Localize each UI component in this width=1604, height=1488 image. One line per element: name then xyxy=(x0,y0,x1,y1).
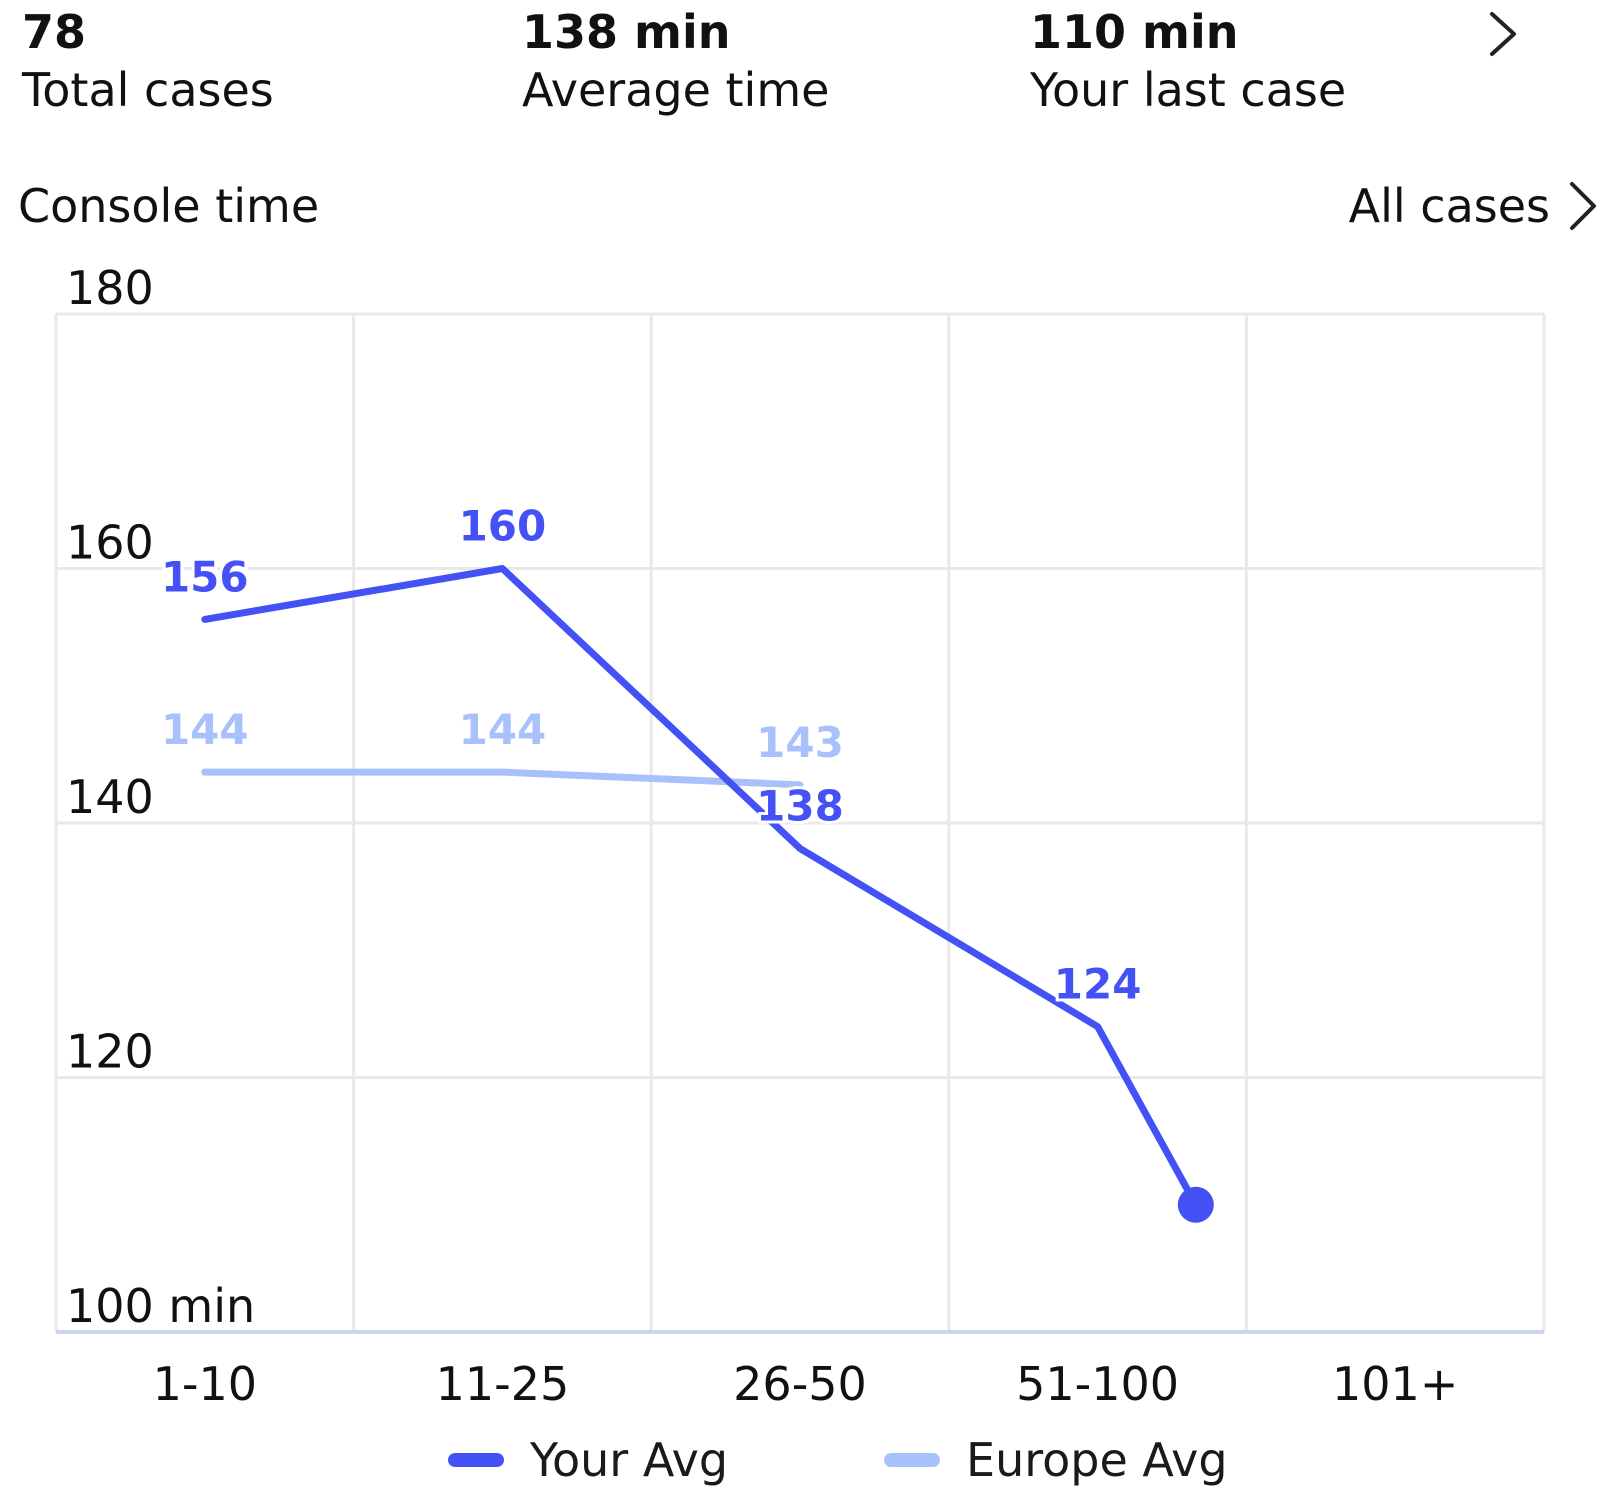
legend-swatch xyxy=(448,1453,504,1467)
chevron-right-icon xyxy=(1570,182,1596,230)
data-point-marker xyxy=(1177,1186,1214,1223)
all-cases-link[interactable]: All cases xyxy=(1349,176,1604,236)
y-tick-label: 180 xyxy=(66,261,154,315)
y-tick-label: 100 min xyxy=(66,1279,255,1333)
stat-total-cases: 78 Total cases xyxy=(22,0,274,120)
data-label: 144 xyxy=(459,705,547,754)
data-label: 143 xyxy=(756,718,844,767)
stat-last-case: 110 min Your last case xyxy=(1030,0,1346,120)
data-label: 144 xyxy=(161,705,249,754)
data-label: 138 xyxy=(756,781,844,830)
stat-label: Total cases xyxy=(22,63,274,117)
section-title: Console time xyxy=(18,179,320,233)
legend-item-europe-avg[interactable]: Europe Avg xyxy=(884,1432,1228,1488)
stat-value: 110 min xyxy=(1030,5,1239,59)
x-tick-label: 26-50 xyxy=(733,1357,867,1411)
data-label: 160 xyxy=(459,502,547,551)
x-tick-label: 101+ xyxy=(1332,1357,1458,1411)
y-tick-label: 140 xyxy=(66,770,154,824)
series-line-your-avg xyxy=(201,565,1200,1209)
legend-label: Europe Avg xyxy=(966,1433,1228,1487)
y-tick-label: 160 xyxy=(66,516,154,570)
x-tick-label: 11-25 xyxy=(436,1357,570,1411)
stat-average-time: 138 min Average time xyxy=(522,0,829,120)
data-label: 124 xyxy=(1054,960,1142,1009)
stat-value: 138 min xyxy=(522,5,731,59)
x-tick-label: 1-10 xyxy=(153,1357,257,1411)
series-line-europe-avg xyxy=(201,768,804,789)
all-cases-label: All cases xyxy=(1348,179,1550,233)
legend-swatch xyxy=(884,1453,940,1467)
y-tick-label: 120 xyxy=(66,1025,154,1079)
chevron-right-icon[interactable] xyxy=(1484,6,1524,66)
x-tick-label: 51-100 xyxy=(1016,1357,1179,1411)
stat-label: Average time xyxy=(522,63,830,117)
data-label: 156 xyxy=(161,552,249,601)
legend-label: Your Avg xyxy=(530,1433,729,1487)
legend-item-your-avg[interactable]: Your Avg xyxy=(448,1432,728,1488)
stat-label: Your last case xyxy=(1030,63,1347,117)
stat-value: 78 xyxy=(22,5,87,59)
